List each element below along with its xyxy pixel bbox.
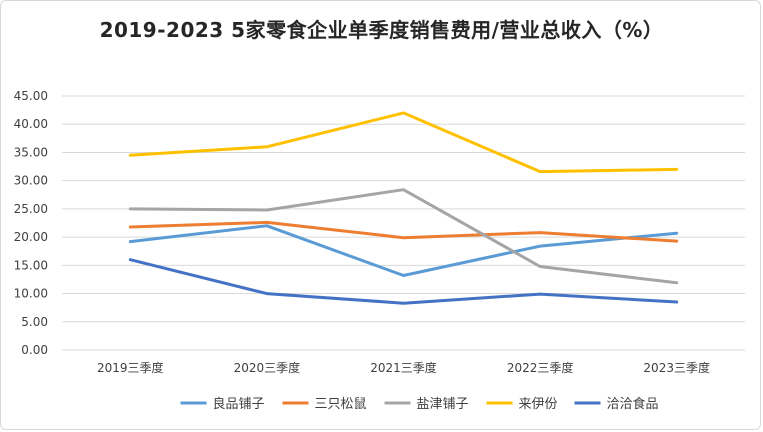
y-tick-label: 15.00	[14, 258, 48, 272]
x-axis-ticks: 2019三季度 2020三季度 2021三季度 2022三季度 2023三季度	[97, 360, 710, 375]
series-line-4	[128, 258, 679, 305]
legend: 良品铺子 三只松鼠 盐津铺子 来伊份 洽洽食品	[180, 396, 659, 412]
legend-label-2: 盐津铺子	[417, 397, 469, 412]
y-tick-label: 10.00	[14, 287, 48, 301]
y-tick-label: 25.00	[14, 202, 48, 216]
x-tick-label: 2023三季度	[643, 360, 710, 375]
series-line-0	[128, 224, 679, 277]
y-tick-label: 45.00	[14, 89, 48, 103]
series-lines	[128, 111, 679, 305]
y-axis-ticks: 0.00 5.00 10.00 15.00 20.00 25.00 30.00 35.00 40…	[14, 89, 48, 357]
y-tick-label: 20.00	[14, 230, 48, 244]
legend-label-3: 来伊份	[519, 397, 558, 412]
y-tick-label: 30.00	[14, 174, 48, 188]
series-line-2	[128, 188, 679, 285]
series-line-3	[128, 111, 679, 174]
x-tick-label: 2020三季度	[234, 360, 301, 375]
x-tick-label: 2019三季度	[97, 360, 164, 375]
x-tick-label: 2021三季度	[370, 360, 437, 375]
legend-label-0: 良品铺子	[213, 396, 265, 412]
y-tick-label: 40.00	[14, 117, 48, 131]
gridlines	[62, 95, 745, 351]
y-tick-label: 5.00	[21, 315, 48, 329]
y-tick-label: 35.00	[14, 145, 48, 159]
chart-title: 2019-2023 5家零食企业单季度销售费用/营业总收入（%）	[99, 18, 664, 42]
y-tick-label: 0.00	[21, 343, 48, 357]
legend-label-1: 三只松鼠	[315, 397, 367, 412]
series-line-1	[128, 220, 679, 243]
x-tick-label: 2022三季度	[507, 360, 574, 375]
legend-label-4: 洽洽食品	[607, 396, 659, 412]
